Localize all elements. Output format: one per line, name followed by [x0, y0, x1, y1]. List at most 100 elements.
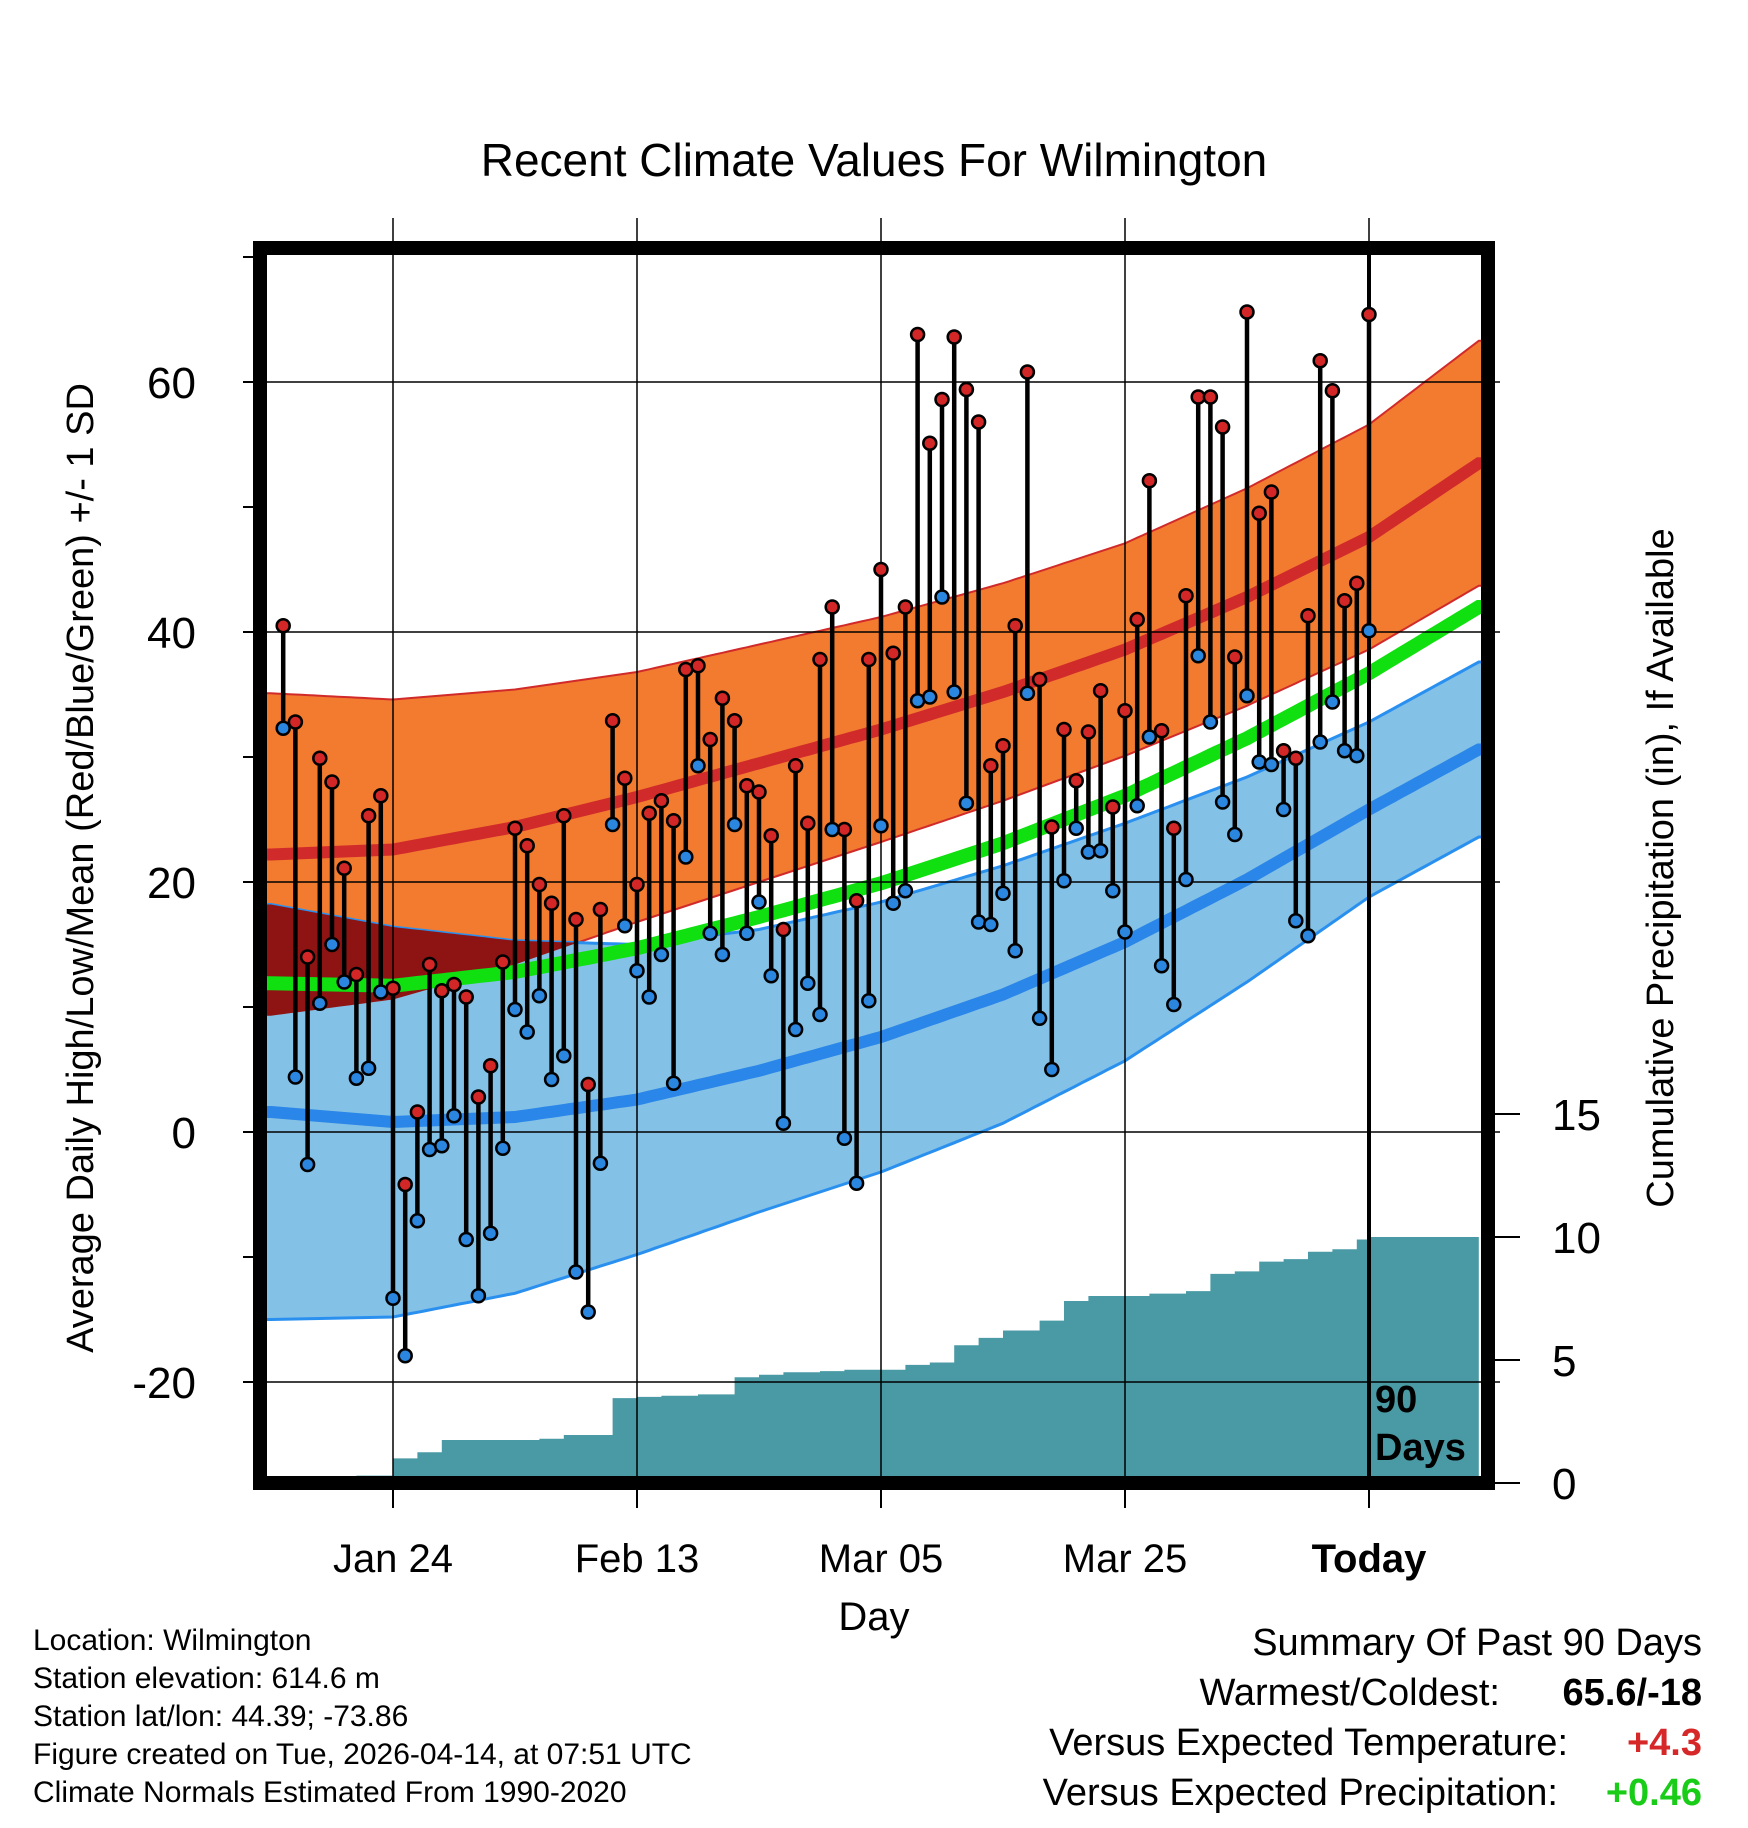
y-tick-label: -20 [132, 1359, 196, 1408]
daily-low-point [397, 1348, 413, 1364]
daily-low-point [739, 925, 755, 941]
daily-low-point [495, 1140, 511, 1156]
today-marker-label: Days [1375, 1427, 1466, 1469]
daily-low-point [1300, 928, 1316, 944]
chart-title: Recent Climate Values For Wilmington [481, 134, 1268, 186]
daily-high-point [1263, 484, 1280, 500]
daily-high-point [495, 954, 511, 970]
daily-low-point [1019, 685, 1036, 701]
info-elevation: Station elevation: 614.6 m [33, 1662, 380, 1695]
daily-high-point [275, 618, 291, 634]
daily-low-point [1092, 843, 1109, 859]
daily-high-point [1214, 419, 1231, 435]
daily-high-point [1166, 820, 1182, 836]
daily-high-point [1336, 593, 1353, 609]
y-tick-label: 40 [147, 609, 196, 658]
daily-high-point [739, 778, 755, 794]
daily-high-point [983, 758, 999, 774]
daily-low-point [897, 883, 914, 899]
daily-high-point [409, 1104, 426, 1120]
daily-high-point [1239, 304, 1255, 320]
daily-low-point [848, 1175, 865, 1191]
daily-high-point [1300, 608, 1316, 624]
daily-low-point [836, 1130, 853, 1146]
daily-low-point [629, 963, 645, 979]
daily-low-point [1239, 688, 1255, 704]
daily-low-point [1190, 648, 1206, 664]
daily-low-point [775, 1115, 792, 1131]
daily-low-point [519, 1024, 535, 1040]
daily-low-point [287, 1069, 304, 1085]
daily-high-point [641, 805, 657, 821]
daily-high-point [1312, 353, 1328, 369]
daily-high-point [470, 1089, 487, 1105]
daily-low-point [275, 720, 291, 736]
info-location: Location: Wilmington [33, 1624, 312, 1657]
daily-high-point [507, 820, 523, 836]
daily-high-point [1007, 618, 1023, 634]
today-marker: 90 Days [1367, 248, 1466, 1483]
daily-high-point [397, 1176, 413, 1193]
daily-high-point [897, 599, 914, 615]
daily-high-point [653, 793, 670, 809]
daily-low-point [690, 758, 706, 774]
daily-low-point [934, 589, 950, 605]
daily-high-point [702, 731, 718, 748]
daily-high-point [1068, 773, 1084, 789]
daily-high-point [1044, 819, 1060, 835]
daily-low-point [385, 1290, 401, 1306]
daily-low-markers [275, 589, 1377, 1364]
daily-high-point [995, 738, 1011, 754]
temp-vs-expected-label: Versus Expected Temperature: [1049, 1722, 1568, 1764]
daily-low-point [958, 795, 975, 811]
daily-low-point [507, 1001, 523, 1018]
daily-high-point [726, 713, 743, 729]
daily-high-point [922, 435, 938, 451]
x-tick-label: Mar 05 [819, 1537, 944, 1581]
daily-low-point [1361, 623, 1377, 639]
daily-low-point [543, 1071, 560, 1088]
daily-high-point [1031, 671, 1048, 688]
daily-low-point [1275, 801, 1292, 818]
daily-low-point [995, 885, 1011, 901]
daily-high-point [458, 989, 474, 1005]
daily-low-point [714, 946, 731, 963]
y2-tick-label: 5 [1552, 1337, 1576, 1386]
daily-high-point [1105, 799, 1121, 815]
daily-low-point [434, 1138, 450, 1154]
daily-low-point [312, 995, 328, 1011]
daily-low-point [970, 914, 987, 930]
daily-low-point [1202, 714, 1219, 730]
x-tick-label: Mar 25 [1063, 1537, 1188, 1581]
daily-low-point [678, 849, 694, 865]
daily-low-point [409, 1213, 426, 1229]
daily-low-point [556, 1048, 572, 1064]
daily-low-point [763, 968, 779, 984]
daily-low-point [1068, 820, 1084, 836]
daily-high-point [360, 808, 377, 824]
x-tick-label: Feb 13 [575, 1537, 700, 1581]
daily-high-point [690, 658, 706, 674]
normal-mean-line [260, 600, 1485, 993]
info-normals: Climate Normals Estimated From 1990-2020 [33, 1776, 627, 1809]
x-axis-label: Day [838, 1595, 909, 1639]
daily-high-point [1227, 649, 1243, 665]
daily-low-point [446, 1108, 462, 1124]
daily-low-point [824, 821, 840, 838]
daily-high-point [1202, 389, 1219, 405]
daily-high-point [531, 876, 548, 893]
daily-low-point [1166, 996, 1182, 1013]
x-tick-label: Today [1312, 1537, 1428, 1581]
daily-high-point [324, 774, 340, 790]
y2-tick-label: 15 [1552, 1091, 1601, 1140]
daily-high-point [1117, 703, 1133, 719]
daily-low-point [726, 816, 743, 833]
daily-high-point [336, 860, 352, 876]
daily-high-point [1141, 473, 1158, 489]
daily-high-point [1019, 364, 1036, 380]
x-tick-label: Jan 24 [333, 1537, 453, 1581]
daily-low-point [1007, 943, 1023, 959]
daily-high-point [299, 949, 316, 965]
warm-cold-label: Warmest/Coldest: [1199, 1672, 1500, 1714]
daily-high-markers [275, 304, 1377, 1356]
